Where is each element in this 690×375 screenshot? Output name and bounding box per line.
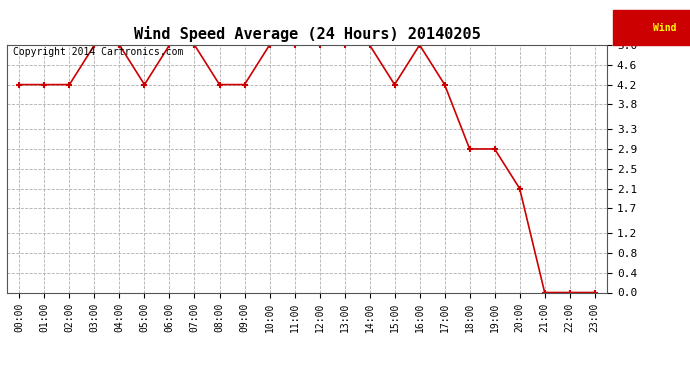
FancyBboxPatch shape (613, 10, 690, 45)
Text: Copyright 2014 Cartronics.com: Copyright 2014 Cartronics.com (13, 48, 184, 57)
Title: Wind Speed Average (24 Hours) 20140205: Wind Speed Average (24 Hours) 20140205 (134, 27, 480, 42)
Text: Wind  (mph): Wind (mph) (653, 22, 690, 33)
